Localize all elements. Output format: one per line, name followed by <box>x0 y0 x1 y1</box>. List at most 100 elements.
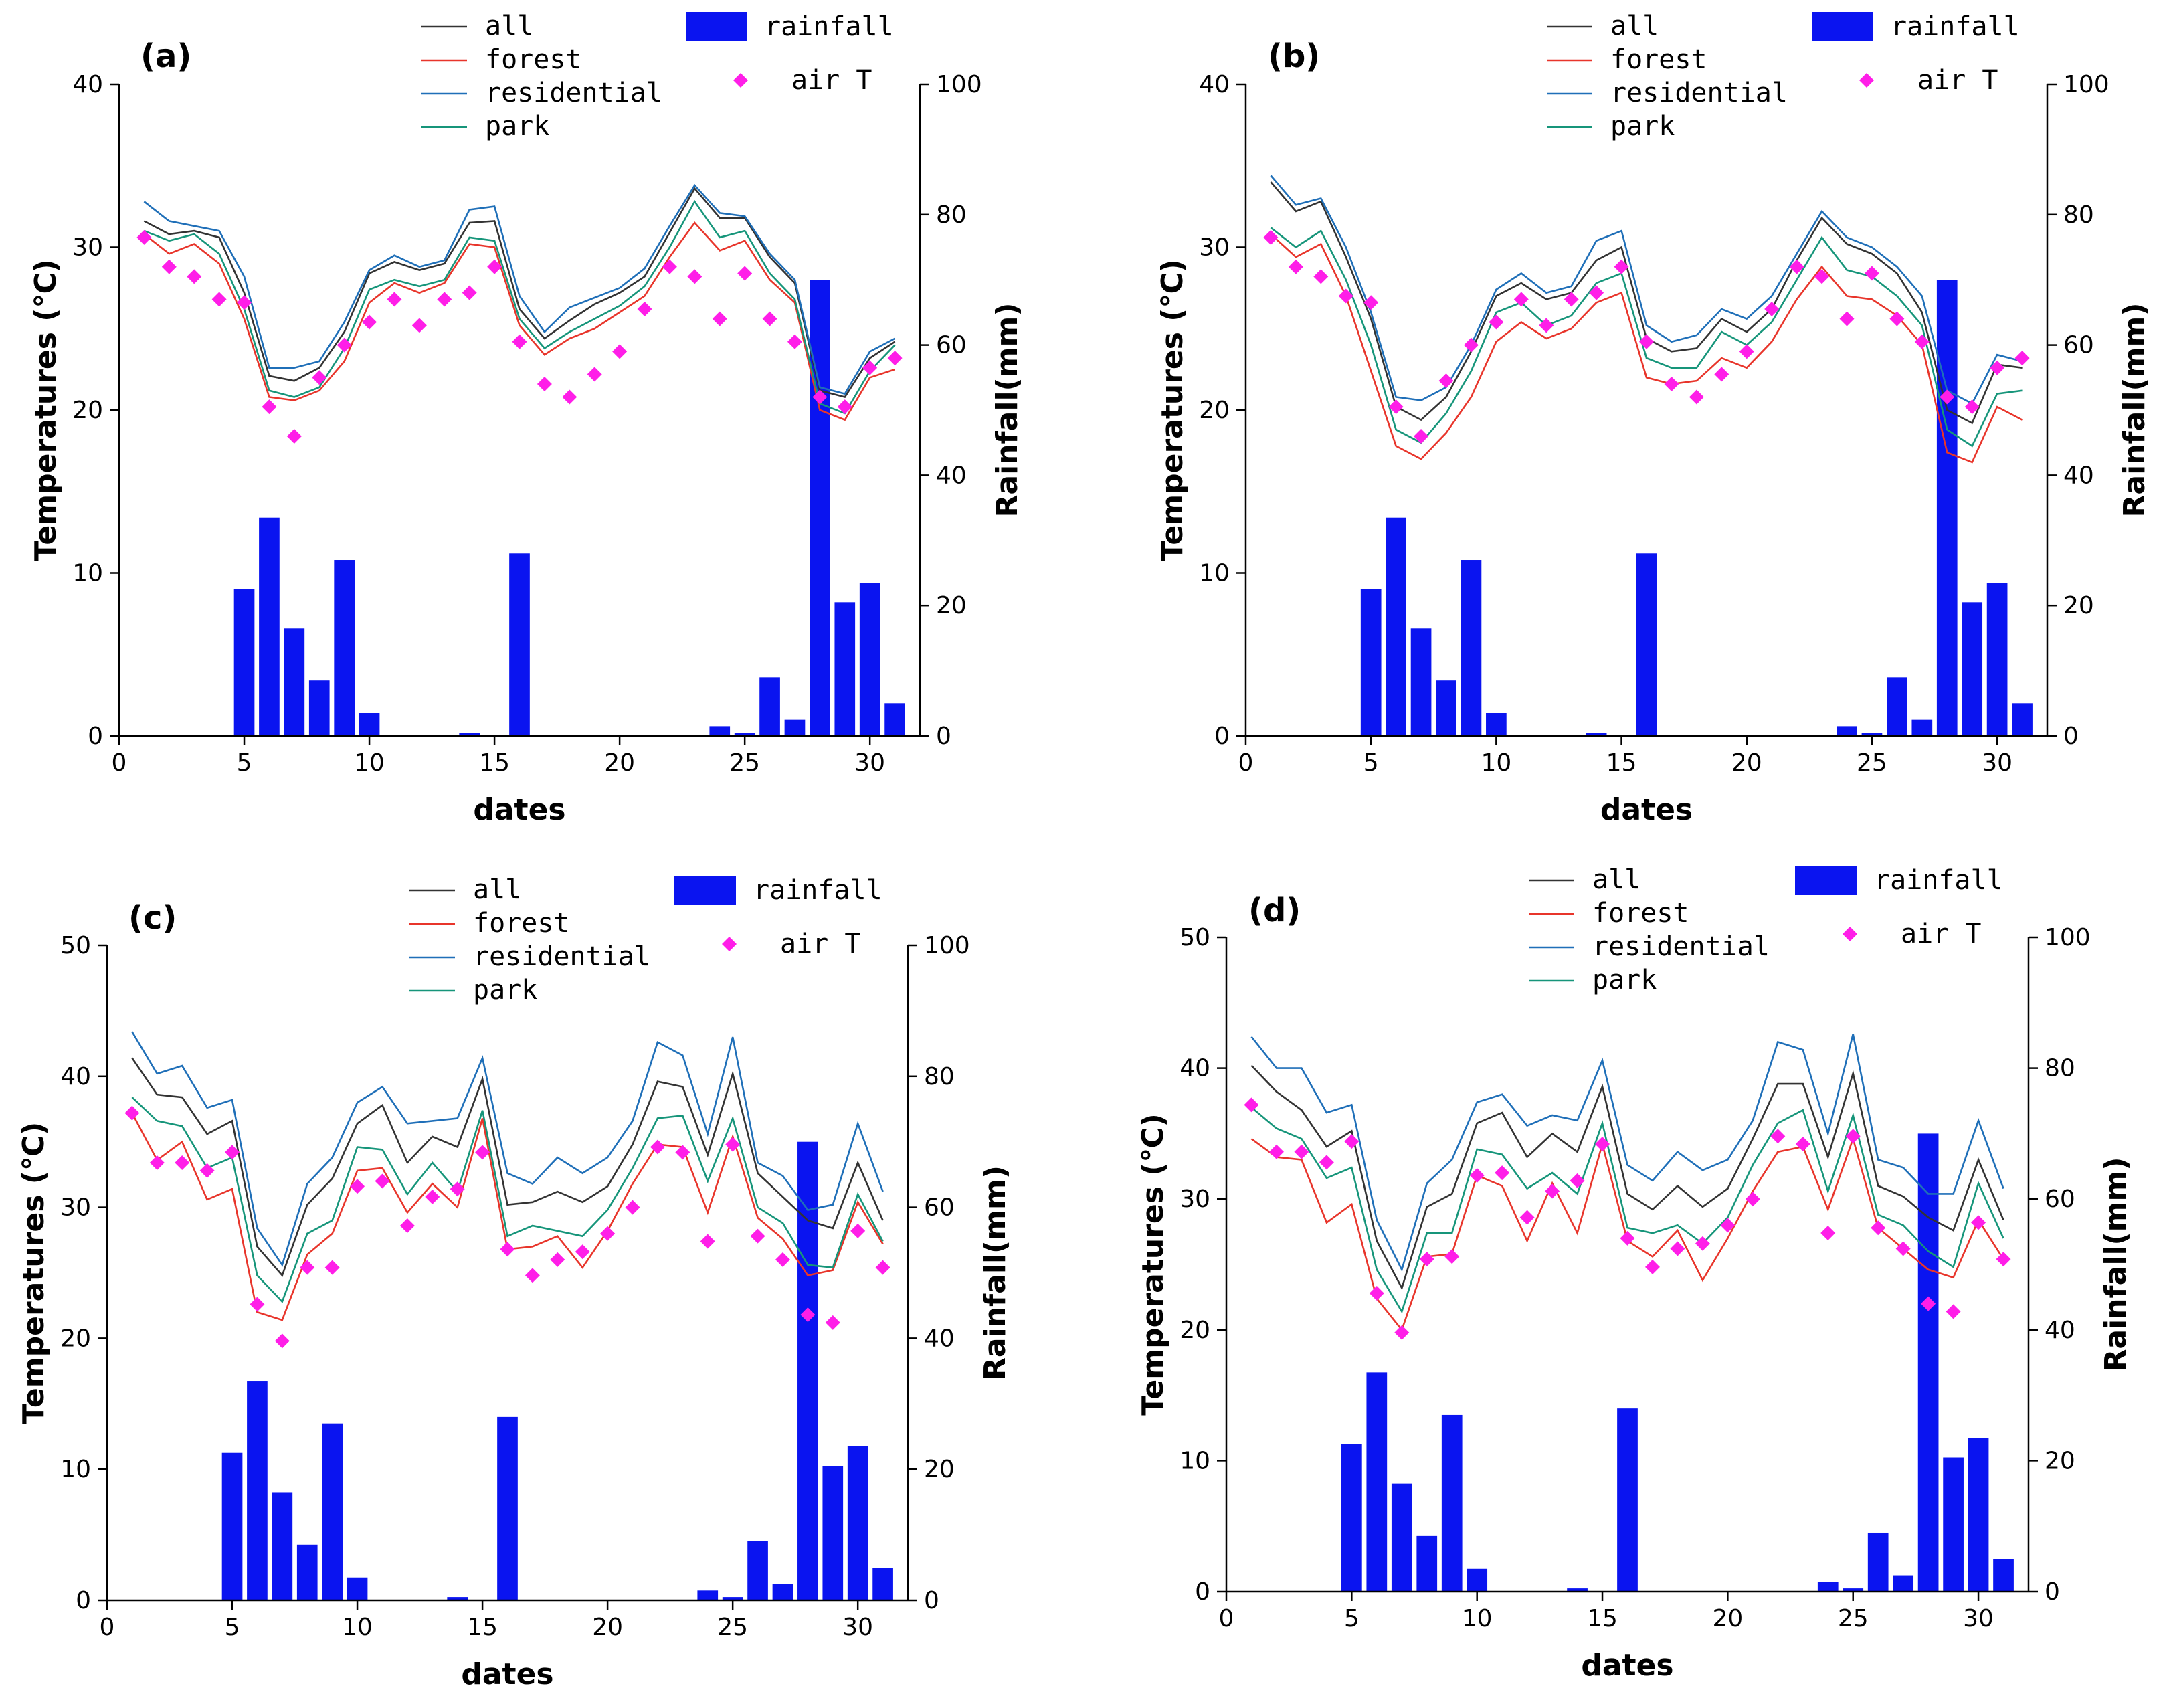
air-temperature-point <box>1564 292 1579 307</box>
series-line-park <box>131 1097 884 1304</box>
y-tick-label: 40 <box>72 71 103 98</box>
air-temperature-point <box>1595 1137 1610 1152</box>
rainfall-bar <box>822 1466 844 1600</box>
air-temperature-point <box>1764 302 1780 317</box>
air-temperature-point <box>562 389 577 405</box>
air-temperature-point <box>1914 334 1930 349</box>
y2-tick-label: 0 <box>936 723 951 750</box>
y-tick-label: 40 <box>1180 1055 1210 1082</box>
x-tick-label: 25 <box>1838 1605 1869 1632</box>
x-tick-label: 20 <box>592 1614 623 1641</box>
air-temperature-point <box>1871 1220 1886 1236</box>
rainfall-bar <box>1341 1444 1362 1592</box>
rainfall-bar <box>259 517 280 736</box>
rainfall-bar <box>759 677 780 736</box>
air-temperature-point <box>1670 1241 1685 1256</box>
rainfall-bar <box>1441 1414 1463 1592</box>
rainfall-bar <box>734 733 755 736</box>
x-tick-label: 0 <box>1219 1605 1234 1632</box>
rainfall-bar <box>784 719 806 736</box>
legend-label-rainfall: rainfall <box>1874 865 2003 896</box>
legend-label-residential: residential <box>1592 931 1770 962</box>
rainfall-bar <box>1867 1532 1889 1592</box>
rainfall-bar <box>1917 1133 1939 1592</box>
air-temperature-point <box>575 1244 590 1260</box>
series-line-forest <box>143 221 896 421</box>
air-temperature-point <box>662 259 677 274</box>
x-tick-label: 10 <box>1462 1605 1493 1632</box>
air-temperature-point <box>775 1252 790 1267</box>
air-temperature-point <box>837 399 852 415</box>
air-temperature-point <box>1288 259 1303 274</box>
panel-label: (a) <box>140 37 191 75</box>
series-line-all <box>143 187 896 398</box>
y2-tick-label: 20 <box>2063 592 2094 620</box>
air-temperature-point <box>825 1315 840 1330</box>
x-tick-label: 10 <box>342 1614 373 1641</box>
air-temperature-point <box>587 367 602 382</box>
series-line-park <box>143 199 896 415</box>
legend-air-temperature-marker <box>1843 927 1857 941</box>
rainfall-bar <box>2012 703 2033 736</box>
legend-air-temperature-marker <box>733 73 748 88</box>
y2-tick-label: 40 <box>936 462 967 489</box>
air-temperature-point <box>787 334 802 349</box>
air-temperature-point <box>1864 266 1879 281</box>
rainfall-bar <box>1461 560 1482 736</box>
air-temperature-point <box>1745 1192 1760 1207</box>
rainfall-bar <box>1467 1568 1488 1592</box>
rainfall-bar <box>1416 1535 1438 1592</box>
rainfall-bar <box>272 1492 293 1600</box>
legend-label-all: all <box>485 11 533 41</box>
air-temperature-point <box>525 1268 540 1283</box>
air-temperature-point <box>1589 285 1604 300</box>
air-temperature-point <box>199 1163 215 1178</box>
rainfall-bar <box>772 1584 793 1600</box>
air-temperature-point <box>262 399 277 415</box>
air-temperature-point <box>1519 1210 1535 1225</box>
y-tick-label: 40 <box>60 1063 91 1090</box>
series-line-park <box>1250 1107 2004 1314</box>
rainfall-bar <box>1911 719 1933 736</box>
y-tick-label: 40 <box>1199 71 1230 98</box>
x-tick-label: 0 <box>100 1614 115 1641</box>
legend-label-park: park <box>485 111 549 142</box>
rainfall-bar <box>1837 726 1857 736</box>
air-temperature-point <box>1921 1296 1936 1311</box>
air-temperature-point <box>550 1252 565 1267</box>
legend-label-park: park <box>473 975 537 1006</box>
air-temperature-point <box>1971 1215 1986 1230</box>
legend-rainfall-swatch <box>686 12 747 41</box>
air-temperature-point <box>637 302 652 317</box>
y-axis-title: Temperatures (℃) <box>17 1122 51 1424</box>
x-tick-label: 20 <box>1712 1605 1743 1632</box>
air-temperature-point <box>362 314 377 330</box>
air-temperature-point <box>1620 1230 1635 1246</box>
air-temperature-point <box>250 1297 265 1312</box>
rainfall-bar <box>1962 602 1983 736</box>
air-temperature-point <box>211 292 227 307</box>
y2-tick-label: 60 <box>924 1194 955 1222</box>
air-temperature-point <box>1814 269 1830 284</box>
rainfall-bar <box>872 1568 893 1600</box>
air-temperature-point <box>1414 428 1429 444</box>
air-temperature-point <box>387 292 402 307</box>
air-temperature-point <box>1444 1249 1460 1264</box>
air-temperature-point <box>225 1145 240 1160</box>
x-tick-label: 25 <box>729 749 760 777</box>
air-temperature-point <box>2014 351 2030 366</box>
legend-label-all: all <box>473 874 521 905</box>
air-temperature-point <box>1990 360 2005 375</box>
air-temperature-point <box>1889 311 1905 326</box>
series-line-all <box>1250 1064 2004 1291</box>
air-temperature-point <box>675 1145 690 1160</box>
air-temperature-point <box>700 1234 715 1249</box>
rainfall-bar <box>1843 1588 1864 1592</box>
air-temperature-point <box>1940 389 1955 405</box>
air-temperature-point <box>875 1260 890 1275</box>
air-temperature-point <box>1845 1129 1861 1144</box>
legend-label-park: park <box>1610 111 1675 142</box>
